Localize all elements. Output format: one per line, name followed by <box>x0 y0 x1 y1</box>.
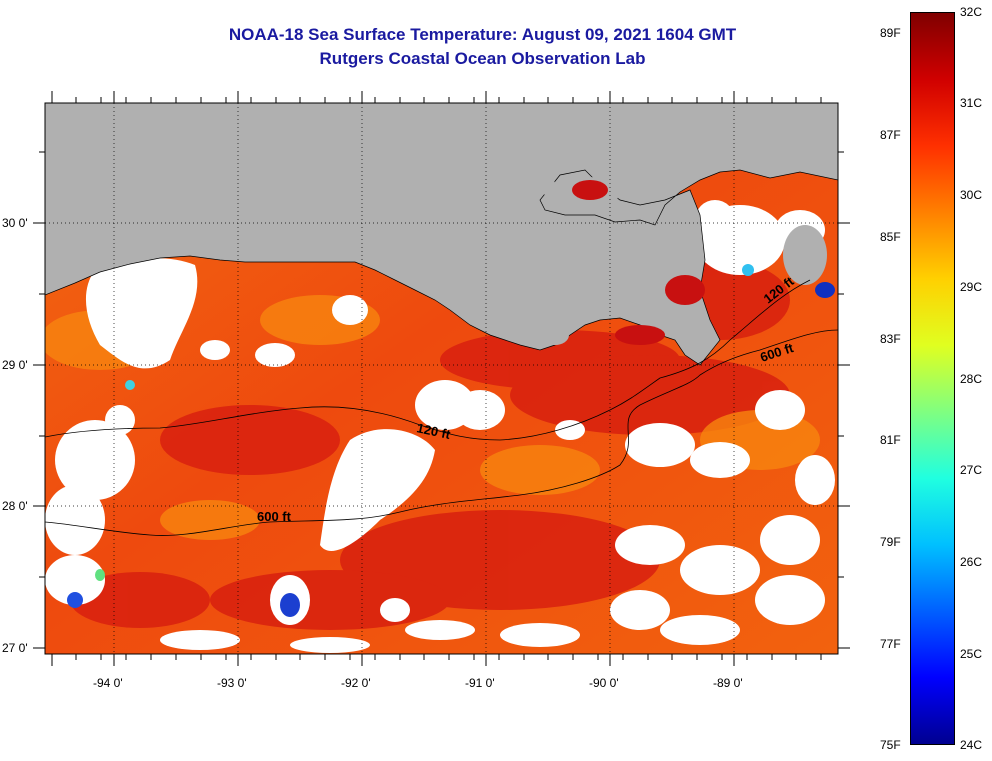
contour-120ft <box>45 279 811 441</box>
colorbar-label-77f: 77F <box>880 637 901 651</box>
lon-label-92: -92 0' <box>341 676 371 690</box>
land-mass <box>45 103 838 366</box>
contour-600ft <box>45 329 838 536</box>
colorbar-label-81f: 81F <box>880 433 901 447</box>
colorbar-label-27c: 27C <box>960 463 983 477</box>
colorbar-label-24c: 24C <box>960 738 983 752</box>
colorbar-label-79f: 79F <box>880 535 901 549</box>
colorbar-label-30c: 30C <box>960 188 983 202</box>
hot-bay-areas <box>572 180 705 345</box>
lat-label-28: 28 0' <box>2 499 28 513</box>
map-title: NOAA-18 Sea Surface Temperature: August … <box>228 25 737 44</box>
colorbar-label-29c: 29C <box>960 280 983 294</box>
lon-label-90: -90 0' <box>589 676 619 690</box>
contour-label-600ft: 600 ft <box>257 509 292 524</box>
contour-label-120ft: 120 ft <box>415 420 452 442</box>
lat-label-27: 27 0' <box>2 641 28 655</box>
colorbar-label-28c: 28C <box>960 372 983 386</box>
lat-label-29: 29 0' <box>2 358 28 372</box>
color-bar <box>910 12 955 745</box>
colorbar-label-75f: 75F <box>880 738 901 752</box>
axis-ticks <box>33 91 850 666</box>
colorbar-label-89f: 89F <box>880 26 901 40</box>
graticule <box>45 103 838 654</box>
colorbar-label-83f: 83F <box>880 332 901 346</box>
colorbar-label-87f: 87F <box>880 128 901 142</box>
lon-label-93: -93 0' <box>217 676 247 690</box>
colorbar-label-31c: 31C <box>960 96 983 110</box>
colorbar-label-25c: 25C <box>960 647 983 661</box>
colorbar-label-26c: 26C <box>960 555 983 569</box>
map-subtitle: Rutgers Coastal Ocean Observation Lab <box>319 49 646 68</box>
colorbar-label-32c: 32C <box>960 5 983 19</box>
lon-label-89: -89 0' <box>713 676 743 690</box>
lon-label-91: -91 0' <box>465 676 495 690</box>
map-frame <box>44 102 839 655</box>
cool-spots <box>67 264 835 617</box>
colorbar-label-85f: 85F <box>880 230 901 244</box>
warm-sea-patches <box>70 260 790 630</box>
axis-minor-ticks <box>39 97 844 660</box>
lon-label-94: -94 0' <box>93 676 123 690</box>
lat-label-30: 30 0' <box>2 216 28 230</box>
